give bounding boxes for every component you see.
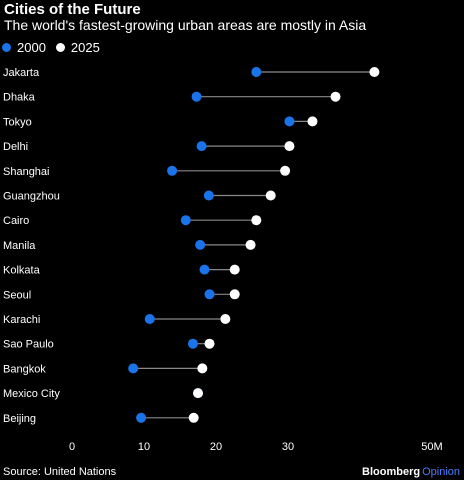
category-label: Bangkok [3, 363, 46, 375]
point-2025 [245, 239, 256, 250]
category-label: Manila [3, 240, 36, 252]
chart-row: Mexico City [3, 388, 203, 400]
category-label: Karachi [3, 314, 40, 326]
point-2025 [280, 165, 291, 176]
point-2025 [284, 141, 295, 152]
category-label: Delhi [3, 141, 28, 153]
category-label: Shanghai [3, 166, 50, 178]
point-2000 [199, 264, 210, 275]
brand-logo: Bloomberg Opinion [362, 465, 460, 479]
point-2025 [220, 314, 231, 324]
point-2000 [204, 289, 215, 300]
category-label: Jakarta [3, 67, 40, 79]
legend-item-2025: 2025 [55, 39, 100, 55]
point-2000 [195, 239, 206, 250]
source-note: Source: United Nations [3, 466, 117, 478]
point-2025 [307, 116, 318, 127]
x-tick-label: 30 [282, 441, 294, 453]
brand-sub: Opinion [422, 466, 460, 478]
legend-label: 2025 [70, 39, 100, 55]
chart-subtitle: The world's fastest-growing urban areas … [4, 17, 367, 33]
chart-row: Delhi [3, 141, 295, 153]
legend: 2000 2025 [2, 38, 110, 56]
legend-label: 2000 [17, 39, 46, 55]
x-tick-label: 20 [210, 441, 222, 453]
category-label: Guangzhou [3, 191, 60, 203]
category-label: Seoul [3, 289, 31, 301]
x-tick-label: 0 [69, 441, 75, 453]
point-2025 [193, 388, 203, 399]
chart-rows: Jakarta Dhaka Tokyo Delhi Shanghai Guangzhou C… [3, 67, 380, 425]
chart-row: Cairo [3, 215, 262, 227]
x-tick-label: 50M [421, 441, 442, 453]
x-tick-label: 10 [138, 441, 150, 453]
chart-row: Beijing [3, 412, 199, 425]
chart-title: Cities of the Future [4, 1, 141, 18]
point-2025 [197, 363, 208, 374]
chart-row: Karachi [3, 314, 231, 326]
point-2025 [369, 67, 380, 77]
x-axis: 0 10 20 30 50M [69, 441, 443, 453]
point-2025 [204, 338, 215, 349]
point-2000 [251, 67, 262, 77]
point-2000 [136, 412, 147, 423]
legend-dot-icon [55, 42, 65, 52]
category-label: Kolkata [3, 265, 41, 277]
chart-row: Bangkok [3, 363, 208, 375]
category-label: Tokyo [3, 116, 32, 128]
point-2025 [188, 412, 199, 423]
point-2000 [284, 116, 295, 127]
chart-row: Dhaka [3, 91, 341, 104]
point-2000 [196, 141, 207, 152]
chart-row: Sao Paulo [3, 338, 215, 351]
point-2025 [229, 264, 240, 275]
point-2000 [203, 190, 214, 201]
chart-row: Jakarta [3, 67, 380, 79]
category-label: Mexico City [3, 388, 60, 400]
legend-dot-icon [2, 42, 11, 52]
chart-row: Manila [3, 239, 256, 252]
brand-name: Bloomberg [362, 466, 421, 478]
point-2025 [265, 190, 276, 201]
chart-row: Seoul [3, 289, 240, 301]
point-2025 [330, 91, 341, 102]
point-2000 [167, 165, 178, 176]
category-label: Cairo [3, 215, 29, 227]
point-2025 [229, 289, 240, 300]
chart-row: Guangzhou [3, 190, 276, 203]
point-2000 [128, 363, 139, 374]
chart-row: Tokyo [3, 116, 318, 128]
point-2000 [191, 91, 202, 102]
chart-row: Shanghai [3, 165, 291, 178]
category-label: Dhaka [3, 92, 36, 104]
category-label: Sao Paulo [3, 339, 54, 351]
point-2000 [144, 314, 155, 324]
category-label: Beijing [3, 413, 36, 425]
point-2000 [187, 338, 198, 349]
point-2025 [251, 215, 262, 226]
legend-item-2000: 2000 [2, 40, 46, 55]
chart-row: Kolkata [3, 264, 240, 277]
point-2000 [180, 215, 191, 226]
